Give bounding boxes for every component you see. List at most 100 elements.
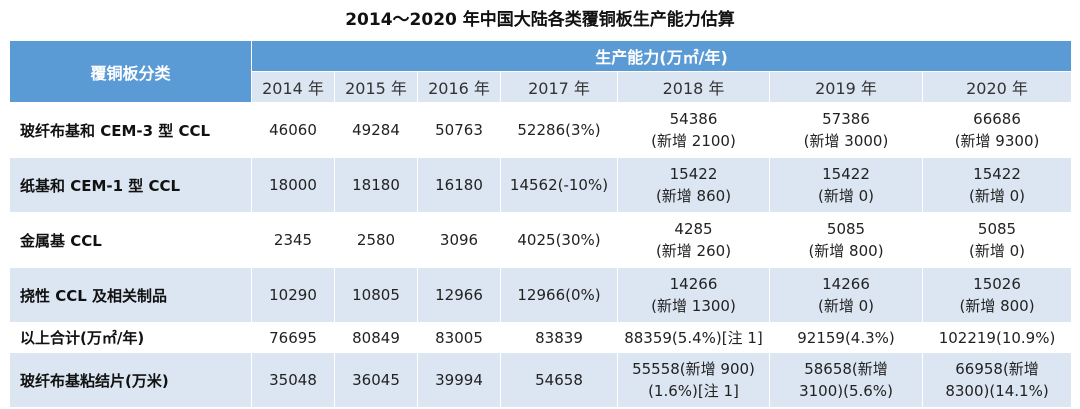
cell-text: 76695	[269, 328, 317, 347]
cell-text: 83005	[435, 328, 483, 347]
capacity-table: 覆铜板分类 生产能力(万㎡/年) 2014 年 2015 年 2016 年 20…	[9, 40, 1073, 408]
cell-text: 10805	[352, 286, 400, 304]
cell-text: (1.6%)[注 1]	[648, 382, 739, 400]
table-cell: 39994	[417, 352, 501, 408]
table-cell: 4285 (新增 260)	[617, 212, 770, 268]
table-row: 纸基和 CEM-1 型 CCL 18000 18180 16180 14562(-10%…	[9, 157, 1073, 213]
cell-text: (新增 1300)	[651, 297, 736, 315]
table-cell: 50763	[417, 102, 501, 158]
table-row: 金属基 CCL 2345 2580 3096 4025(30%) 4285 (新增 260)…	[9, 212, 1073, 268]
table-cell: 15026 (新增 800)	[921, 267, 1073, 323]
table-cell: 49284	[334, 102, 418, 158]
header-category: 覆铜板分类	[9, 40, 252, 103]
table-cell: 36045	[334, 352, 418, 408]
table-title: 2014～2020 年中国大陆各类覆铜板生产能力估算	[345, 10, 735, 30]
cell-text: 36045	[352, 371, 400, 389]
table-row: 玻纤布基粘结片(万米) 35048 36045 39994 54658 55558(新增 …	[9, 352, 1073, 408]
row-label: 以上合计(万㎡/年)	[9, 322, 252, 353]
table-cell: 2580	[334, 212, 418, 268]
cell-text: (新增 0)	[969, 187, 1026, 205]
table-cell: 18000	[251, 157, 335, 213]
cell-text: 16180	[435, 176, 483, 194]
table-cell: 83005	[417, 322, 501, 353]
table-cell: 46060	[251, 102, 335, 158]
table-cell: 55558(新增 900) (1.6%)[注 1]	[617, 352, 770, 408]
cell-text: 52286(3%)	[517, 121, 601, 139]
header-year: 2020 年	[921, 71, 1073, 103]
cell-text: 102219(10.9%)	[938, 328, 1056, 347]
table-cell: 5085 (新增 800)	[769, 212, 923, 268]
table-cell: 54386 (新增 2100)	[617, 102, 770, 158]
cell-text: 18000	[269, 176, 317, 194]
cell-text: 2345	[273, 231, 313, 249]
cell-text: 92159(4.3%)	[797, 328, 895, 347]
cell-text: 35048	[269, 371, 317, 389]
header-capacity: 生产能力(万㎡/年)	[250, 40, 1073, 72]
cell-text: (新增 9300)	[954, 132, 1040, 150]
cell-text: 15422	[973, 165, 1021, 183]
table-row: 挠性 CCL 及相关制品 10290 10805 12966 12966(0%) 1426…	[9, 267, 1073, 323]
table-cell: 15422 (新增 860)	[617, 157, 770, 213]
cell-text: (新增 3000)	[803, 132, 889, 150]
row-label: 纸基和 CEM-1 型 CCL	[9, 157, 252, 213]
cell-text: 15422	[822, 165, 870, 183]
cell-text: 18180	[352, 176, 400, 194]
table-cell: 15422 (新增 0)	[769, 157, 923, 213]
cell-text: 8300)(14.1%)	[945, 382, 1049, 400]
row-label: 挠性 CCL 及相关制品	[9, 267, 252, 323]
cell-text: (新增 800)	[959, 297, 1035, 315]
cell-text: 55558(新增 900)	[632, 360, 755, 378]
table-cell: 3096	[417, 212, 501, 268]
table-cell: 52286(3%)	[500, 102, 618, 158]
cell-text: 50763	[435, 121, 483, 139]
header-year: 2019 年	[769, 71, 923, 103]
table-cell: 54658	[500, 352, 618, 408]
cell-text: 12966	[435, 286, 483, 304]
table-cell: 4025(30%)	[500, 212, 618, 268]
table-cell: 14562(-10%)	[500, 157, 618, 213]
table-cell: 10805	[334, 267, 418, 323]
cell-text: 14266	[822, 275, 870, 293]
cell-text: (新增 800)	[808, 242, 884, 260]
cell-text: 2580	[356, 231, 396, 249]
table-cell: 35048	[251, 352, 335, 408]
cell-text: 5085	[826, 220, 866, 238]
cell-text: 15422	[669, 165, 718, 183]
cell-text: 88359(5.4%)[注 1]	[624, 328, 763, 347]
cell-text: 10290	[269, 286, 317, 304]
cell-text: 80849	[352, 328, 400, 347]
table-body: 玻纤布基和 CEM-3 型 CCL 46060 49284 50763 52286(3%…	[9, 102, 1073, 408]
cell-text: 14266	[669, 275, 718, 293]
cell-text: (新增 0)	[817, 297, 875, 315]
table-cell: 16180	[417, 157, 501, 213]
table-cell: 2345	[251, 212, 335, 268]
cell-text: 83839	[535, 328, 583, 347]
cell-text: 4285	[674, 220, 713, 238]
cell-text: 49284	[352, 121, 400, 139]
table-cell: 102219(10.9%)	[921, 322, 1073, 353]
table-cell: 15422 (新增 0)	[921, 157, 1073, 213]
cell-text: 39994	[435, 371, 483, 389]
header-year: 2014 年	[251, 71, 335, 103]
row-label: 金属基 CCL	[9, 212, 252, 268]
cell-text: 15026	[973, 275, 1021, 293]
header-year: 2015 年	[334, 71, 418, 103]
table-cell: 83839	[500, 322, 618, 353]
table-cell: 88359(5.4%)[注 1]	[617, 322, 770, 353]
header-year: 2018 年	[617, 71, 770, 103]
table-cell: 58658(新增 3100)(5.6%)	[769, 352, 923, 408]
table-cell: 14266 (新增 0)	[769, 267, 923, 323]
cell-text: 3100)(5.6%)	[799, 382, 893, 400]
cell-text: (新增 0)	[817, 187, 875, 205]
table-cell: 80849	[334, 322, 418, 353]
cell-text: (新增 860)	[655, 187, 732, 205]
table-cell: 12966(0%)	[500, 267, 618, 323]
table-cell: 66958(新增 8300)(14.1%)	[921, 352, 1073, 408]
cell-text: 66958(新增	[955, 360, 1039, 378]
cell-text: 14562(-10%)	[509, 176, 609, 194]
cell-text: 57386	[822, 110, 870, 128]
table-cell: 66686 (新增 9300)	[921, 102, 1073, 158]
table-cell: 76695	[251, 322, 335, 353]
header-year: 2016 年	[417, 71, 501, 103]
